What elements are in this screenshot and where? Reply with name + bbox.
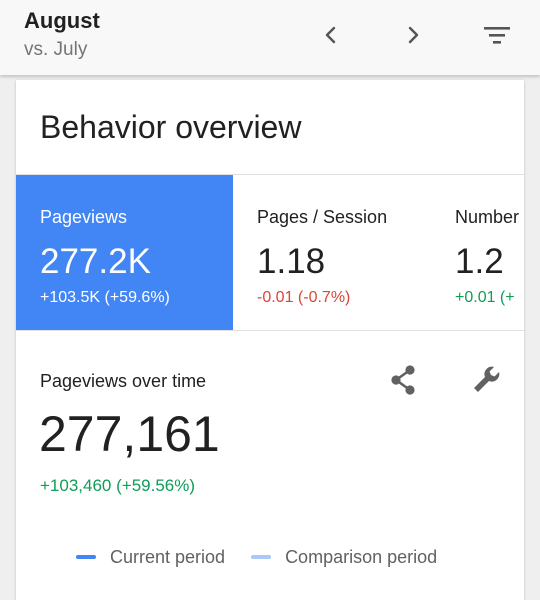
chart-delta: +103,460 (+59.56%) [40,476,196,495]
behavior-overview-card: Behavior overview Pageviews 277.2K +103.… [16,80,524,600]
legend-comparison-period: Comparison period [251,547,437,568]
metric-value: 1.18 [257,242,326,281]
metric-label: Number [455,207,520,227]
metric-delta: +0.01 (+ [455,289,515,306]
metric-tiles: Pageviews 277.2K +103.5K (+59.6%) Pages … [16,175,524,330]
filter-button[interactable] [482,20,512,50]
comparison-period-label: vs. July [24,39,88,60]
comparison-period-swatch [251,555,272,559]
previous-period-button[interactable] [316,20,346,50]
metric-tile-pages-per-session[interactable]: Pages / Session 1.18 -0.01 (-0.7%) [233,175,431,330]
chart-title: Pageviews over time [40,371,207,391]
share-button[interactable] [385,362,421,398]
share-icon [391,365,415,395]
legend-current-period: Current period [76,547,225,568]
filter-icon [484,27,510,44]
date-range-title[interactable]: August [24,8,100,33]
top-app-bar: August vs. July [0,0,540,75]
current-period-swatch [76,555,96,559]
chart-total-value: 277,161 [39,406,220,462]
wrench-icon [474,366,500,392]
chevron-right-icon [408,26,419,44]
metric-label: Pageviews [40,207,128,227]
legend-label: Comparison period [285,546,438,567]
next-period-button[interactable] [398,20,428,50]
metric-delta: +103.5K (+59.6%) [40,289,170,306]
metric-tile-number[interactable]: Number 1.2 +0.01 (+ [431,175,524,330]
divider [16,174,524,175]
chart-legend: Current period Comparison period [76,545,463,569]
metric-label: Pages / Session [257,207,388,227]
metric-delta: -0.01 (-0.7%) [257,289,351,306]
metric-tile-pageviews[interactable]: Pageviews 277.2K +103.5K (+59.6%) [16,175,233,330]
metric-value: 277.2K [40,242,151,281]
card-title: Behavior overview [40,109,302,145]
metric-value: 1.2 [455,242,504,281]
customize-button[interactable] [468,362,504,398]
chevron-left-icon [325,26,336,44]
legend-label: Current period [110,546,226,567]
divider [16,330,524,331]
